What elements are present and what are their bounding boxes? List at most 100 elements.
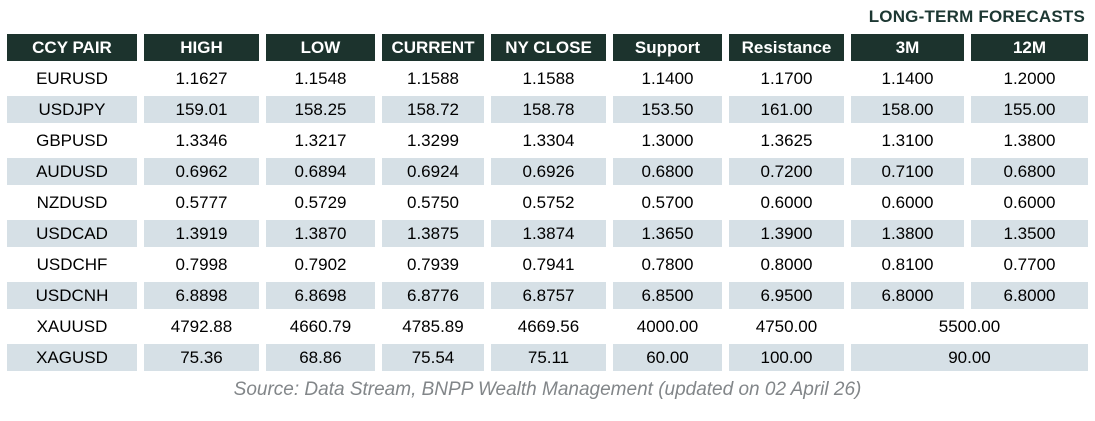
value-cell: 0.6800	[971, 158, 1088, 185]
value-cell: 0.5729	[266, 189, 375, 216]
column-header-current: CURRENT	[382, 34, 484, 61]
value-cell: 158.78	[491, 96, 606, 123]
ccy-pair-cell: EURUSD	[7, 65, 137, 92]
value-cell: 155.00	[971, 96, 1088, 123]
ccy-pair-cell: GBPUSD	[7, 127, 137, 154]
ccy-pair-cell: USDJPY	[7, 96, 137, 123]
value-cell: 159.01	[144, 96, 259, 123]
value-cell: 1.3500	[971, 220, 1088, 247]
value-cell: 4785.89	[382, 313, 484, 340]
value-cell: 0.6000	[851, 189, 964, 216]
ccy-pair-cell: XAGUSD	[7, 344, 137, 371]
value-cell: 4660.79	[266, 313, 375, 340]
value-cell: 0.6000	[729, 189, 844, 216]
column-header-support: Support	[613, 34, 722, 61]
value-cell: 0.6962	[144, 158, 259, 185]
value-cell: 1.1400	[613, 65, 722, 92]
value-cell: 158.72	[382, 96, 484, 123]
value-cell: 0.7100	[851, 158, 964, 185]
column-header-low: LOW	[266, 34, 375, 61]
value-cell: 153.50	[613, 96, 722, 123]
value-cell: 0.8100	[851, 251, 964, 278]
value-cell: 4000.00	[613, 313, 722, 340]
value-cell: 1.3900	[729, 220, 844, 247]
value-cell: 1.3304	[491, 127, 606, 154]
value-cell: 0.7941	[491, 251, 606, 278]
column-header-ccy-pair: CCY PAIR	[7, 34, 137, 61]
title-row: LONG-TERM FORECASTS	[0, 0, 1095, 30]
value-cell: 0.6800	[613, 158, 722, 185]
ccy-pair-cell: XAUUSD	[7, 313, 137, 340]
value-cell: 4669.56	[491, 313, 606, 340]
value-cell: 1.3625	[729, 127, 844, 154]
value-cell: 1.2000	[971, 65, 1088, 92]
table-row: USDCHF 0.7998 0.7902 0.7939 0.7941 0.7800 0.80…	[7, 251, 1088, 278]
value-cell: 0.6000	[971, 189, 1088, 216]
value-cell: 0.6924	[382, 158, 484, 185]
value-cell: 0.6894	[266, 158, 375, 185]
ccy-pair-cell: USDCAD	[7, 220, 137, 247]
forecast-table: CCY PAIR HIGH LOW CURRENT NY CLOSE Support Res…	[0, 30, 1095, 375]
table-row: GBPUSD 1.3346 1.3217 1.3299 1.3304 1.3000 1.36…	[7, 127, 1088, 154]
value-cell: 0.5700	[613, 189, 722, 216]
value-cell: 0.7902	[266, 251, 375, 278]
value-cell: 90.00	[851, 344, 1088, 371]
value-cell: 4750.00	[729, 313, 844, 340]
value-cell: 1.1548	[266, 65, 375, 92]
value-cell: 75.11	[491, 344, 606, 371]
ccy-pair-cell: USDCNH	[7, 282, 137, 309]
value-cell: 0.7700	[971, 251, 1088, 278]
value-cell: 1.3100	[851, 127, 964, 154]
value-cell: 1.3875	[382, 220, 484, 247]
source-note: Source: Data Stream, BNPP Wealth Managem…	[233, 379, 862, 400]
value-cell: 1.1588	[382, 65, 484, 92]
column-header-high: HIGH	[144, 34, 259, 61]
value-cell: 158.00	[851, 96, 964, 123]
value-cell: 0.5777	[144, 189, 259, 216]
value-cell: 1.3650	[613, 220, 722, 247]
table-body: EURUSD 1.1627 1.1548 1.1588 1.1588 1.1400 1.17…	[7, 65, 1088, 371]
table-row: USDCNH 6.8898 6.8698 6.8776 6.8757 6.8500 6.95…	[7, 282, 1088, 309]
value-cell: 100.00	[729, 344, 844, 371]
ccy-pair-cell: AUDUSD	[7, 158, 137, 185]
value-cell: 0.6926	[491, 158, 606, 185]
value-cell: 0.7800	[613, 251, 722, 278]
value-cell: 6.8500	[613, 282, 722, 309]
value-cell: 0.8000	[729, 251, 844, 278]
value-cell: 1.3874	[491, 220, 606, 247]
value-cell: 0.7939	[382, 251, 484, 278]
value-cell: 1.3800	[971, 127, 1088, 154]
value-cell: 1.3346	[144, 127, 259, 154]
ccy-pair-cell: NZDUSD	[7, 189, 137, 216]
value-cell: 68.86	[266, 344, 375, 371]
table-row: USDJPY 159.01 158.25 158.72 158.78 153.50 161.…	[7, 96, 1088, 123]
page-title: LONG-TERM FORECASTS	[868, 7, 1085, 26]
value-cell: 0.7998	[144, 251, 259, 278]
table-row: EURUSD 1.1627 1.1548 1.1588 1.1588 1.1400 1.17…	[7, 65, 1088, 92]
value-cell: 1.3217	[266, 127, 375, 154]
value-cell: 4792.88	[144, 313, 259, 340]
value-cell: 6.9500	[729, 282, 844, 309]
value-cell: 6.8757	[491, 282, 606, 309]
value-cell: 6.8000	[851, 282, 964, 309]
value-cell: 0.5752	[491, 189, 606, 216]
value-cell: 1.1700	[729, 65, 844, 92]
value-cell: 161.00	[729, 96, 844, 123]
value-cell: 6.8776	[382, 282, 484, 309]
value-cell: 0.7200	[729, 158, 844, 185]
value-cell: 6.8000	[971, 282, 1088, 309]
column-header-3m: 3M	[851, 34, 964, 61]
column-header-12m: 12M	[971, 34, 1088, 61]
header-row: CCY PAIR HIGH LOW CURRENT NY CLOSE Support Res…	[7, 34, 1088, 61]
value-cell: 60.00	[613, 344, 722, 371]
value-cell: 1.1400	[851, 65, 964, 92]
column-header-ny-close: NY CLOSE	[491, 34, 606, 61]
ccy-pair-cell: USDCHF	[7, 251, 137, 278]
table-row: XAGUSD 75.36 68.86 75.54 75.11 60.00 100.00 90.…	[7, 344, 1088, 371]
column-header-resistance: Resistance	[729, 34, 844, 61]
value-cell: 1.1627	[144, 65, 259, 92]
value-cell: 6.8898	[144, 282, 259, 309]
value-cell: 75.54	[382, 344, 484, 371]
value-cell: 1.1588	[491, 65, 606, 92]
table-row: AUDUSD 0.6962 0.6894 0.6924 0.6926 0.6800 0.72…	[7, 158, 1088, 185]
